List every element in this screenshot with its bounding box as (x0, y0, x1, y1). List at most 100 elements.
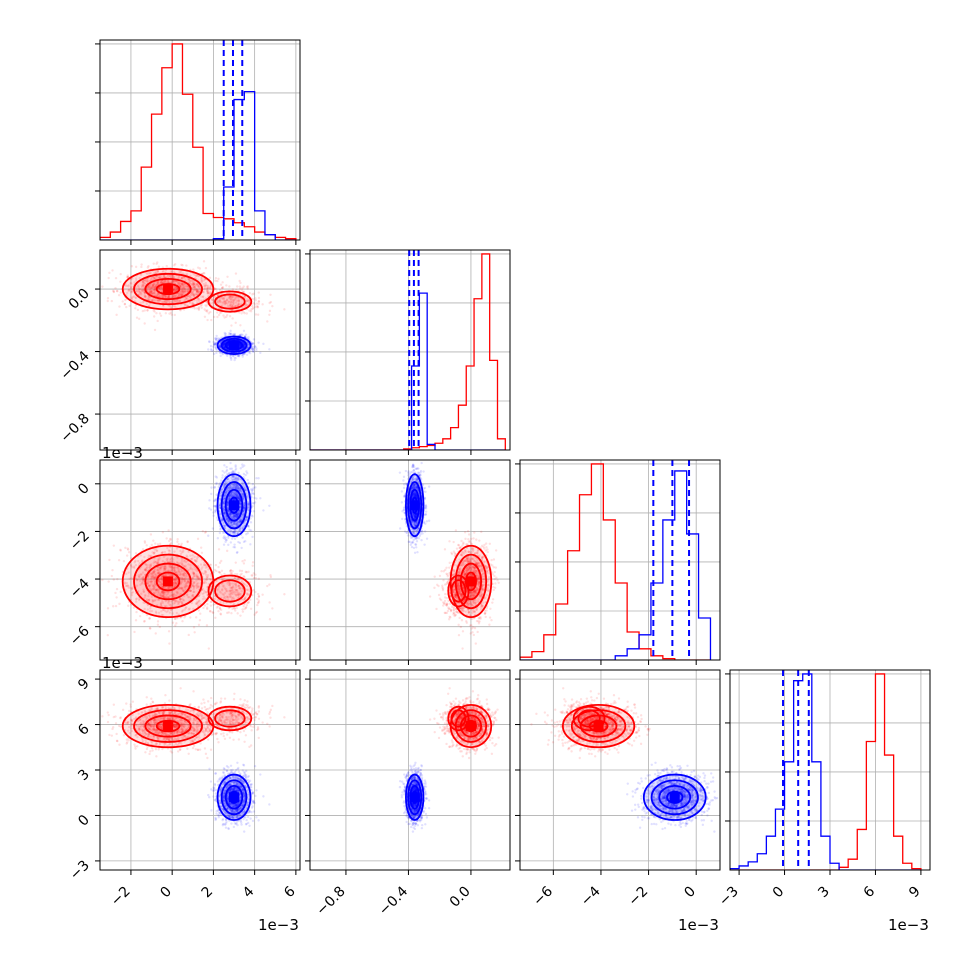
scatter-point-series-0 (268, 583, 271, 586)
scatter-point-series-0 (195, 289, 198, 292)
scatter-point-series-0 (268, 313, 271, 316)
scatter-point-series-0 (122, 559, 126, 563)
scatter-point-series-1 (214, 343, 217, 346)
scatter-point-series-0 (192, 293, 196, 297)
scatter-point-series-0 (153, 289, 156, 293)
scatter-point-series-0 (174, 279, 177, 283)
scatter-point-series-0 (180, 282, 184, 285)
scatter-point-series-0 (213, 315, 216, 319)
scatter-point-series-0 (151, 284, 155, 288)
scatter-point-series-0 (153, 291, 156, 294)
scatter-point-series-0 (206, 290, 209, 293)
scatter-point-series-1 (224, 332, 228, 336)
scatter-point-series-1 (255, 347, 258, 350)
scatter-point-series-0 (191, 291, 194, 294)
scatter-point-series-1 (227, 344, 230, 348)
scatter-point-series-0 (153, 276, 156, 280)
scatter-point-series-0 (193, 273, 196, 276)
scatter-point-series-0 (205, 305, 208, 308)
scatter-point-series-0 (197, 306, 200, 310)
scatter-point-series-0 (154, 270, 158, 274)
scatter-point-series-0 (140, 284, 144, 288)
scatter-point-series-0 (177, 294, 181, 298)
scatter-point-series-0 (133, 630, 136, 634)
scatter-point-series-1 (230, 358, 233, 362)
scatter-point-series-0 (115, 596, 118, 599)
scatter-point-series-0 (242, 290, 246, 294)
scatter-point-series-0 (203, 287, 206, 291)
scatter-point-series-0 (150, 292, 153, 295)
scatter-point-series-0 (163, 300, 166, 304)
scatter-point-series-0 (154, 277, 157, 280)
scatter-point-series-0 (153, 277, 156, 280)
scatter-point-series-0 (200, 306, 203, 309)
scatter-point-series-0 (221, 286, 225, 289)
scatter-point-series-0 (231, 308, 234, 312)
scatter-point-series-0 (156, 283, 160, 286)
scatter-point-series-0 (184, 304, 187, 307)
scatter-point-series-0 (223, 302, 227, 306)
scatter-point-series-0 (126, 275, 129, 279)
scatter-point-series-0 (249, 310, 253, 313)
scatter-point-series-1 (213, 342, 217, 345)
scatter-point-series-0 (212, 603, 215, 606)
scatter-point-series-0 (160, 286, 164, 289)
scatter-point-series-0 (248, 301, 251, 304)
scatter-point-series-0 (237, 302, 241, 306)
scatter-point-series-0 (138, 293, 141, 296)
scatter-point-series-0 (222, 302, 225, 305)
scatter-point-series-0 (162, 281, 165, 284)
scatter-point-series-0 (228, 285, 231, 288)
scatter-point-series-0 (182, 276, 186, 279)
scatter-point-series-0 (251, 293, 254, 296)
scatter-point-series-0 (150, 298, 154, 302)
scatter-point-series-0 (198, 618, 202, 622)
scatter-point-series-1 (226, 354, 229, 358)
scatter-point-series-0 (222, 300, 225, 304)
scatter-point-series-0 (226, 304, 230, 308)
scatter-point-series-0 (178, 299, 182, 303)
scatter-point-series-0 (136, 284, 140, 288)
scatter-point-series-0 (150, 286, 153, 290)
scatter-point-series-0 (256, 306, 259, 309)
scatter-point-series-0 (235, 288, 238, 292)
scatter-point-series-0 (184, 279, 187, 282)
scatter-point-series-0 (246, 303, 249, 307)
scatter-point-series-0 (247, 600, 251, 604)
scatter-point-series-0 (130, 265, 134, 268)
scatter-point-series-0 (139, 292, 143, 295)
scatter-point-series-0 (203, 286, 207, 289)
scatter-point-series-0 (251, 307, 254, 310)
scatter-point-series-0 (164, 301, 168, 304)
scatter-point-series-0 (195, 283, 198, 286)
scatter-point-series-0 (112, 290, 116, 294)
scatter-point-series-0 (251, 574, 254, 577)
scatter-point-series-0 (188, 295, 191, 298)
scatter-point-series-0 (240, 572, 243, 575)
scatter-point-series-0 (181, 288, 184, 291)
scatter-point-series-0 (254, 299, 258, 302)
scatter-point-series-0 (114, 286, 117, 290)
scatter-point-series-0 (283, 593, 286, 596)
scatter-point-series-0 (255, 610, 259, 614)
scatter-point-series-0 (191, 303, 194, 306)
scatter-point-series-0 (150, 285, 153, 288)
scatter-point-series-0 (172, 276, 175, 279)
scatter-point-series-1 (268, 348, 271, 351)
scatter-point-series-1 (226, 343, 229, 347)
scatter-point-series-0 (207, 647, 211, 650)
scatter-point-series-0 (178, 291, 182, 294)
scatter-point-series-0 (178, 299, 182, 302)
scatter-point-series-0 (195, 307, 198, 310)
scatter-point-series-1 (213, 343, 216, 346)
scatter-point-series-0 (191, 302, 194, 305)
scatter-point-series-1 (212, 352, 216, 356)
scatter-point-series-0 (240, 289, 244, 292)
scatter-point-series-0 (224, 301, 228, 305)
scatter-point-series-0 (193, 282, 196, 285)
scatter-point-series-0 (130, 298, 134, 301)
scatter-point-series-0 (176, 287, 179, 291)
scatter-point-series-0 (180, 542, 183, 545)
scatter-point-series-1 (219, 351, 222, 355)
contour-line-series-0 (133, 272, 203, 306)
